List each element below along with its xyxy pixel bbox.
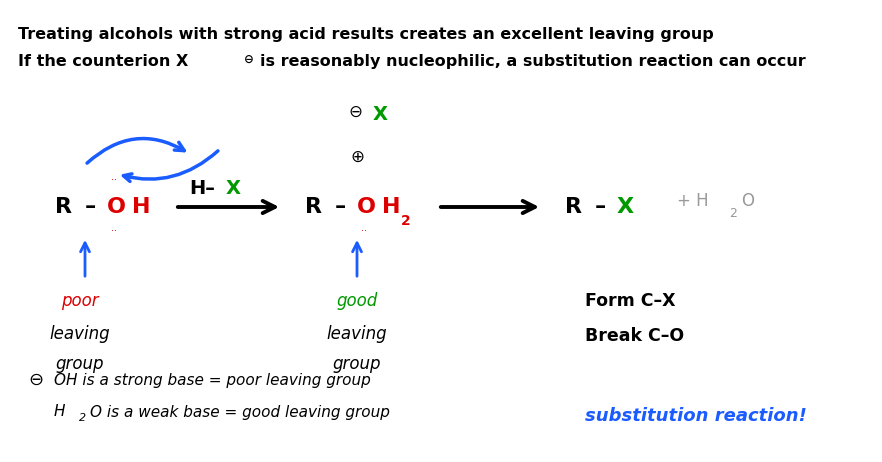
Text: –: – <box>595 197 606 217</box>
Text: group: group <box>56 355 104 373</box>
Text: If the counterion X: If the counterion X <box>18 54 189 69</box>
Text: ··: ·· <box>111 175 117 185</box>
Text: good: good <box>336 292 377 310</box>
Text: is reasonably nucleophilic, a substitution reaction can occur: is reasonably nucleophilic, a substituti… <box>260 54 806 69</box>
Text: leaving: leaving <box>326 325 387 343</box>
Text: O: O <box>107 197 126 217</box>
Text: ⊖: ⊖ <box>244 53 254 66</box>
Text: H–: H– <box>189 180 215 199</box>
Text: substitution reaction!: substitution reaction! <box>585 407 807 425</box>
Text: ⊖: ⊖ <box>348 103 362 121</box>
Text: poor: poor <box>61 292 99 310</box>
Text: X: X <box>226 180 241 199</box>
Text: group: group <box>333 355 381 373</box>
Text: ··: ·· <box>111 226 117 236</box>
Text: –: – <box>85 197 96 217</box>
Text: + H: + H <box>677 192 708 210</box>
Text: R: R <box>565 197 582 217</box>
Text: R: R <box>55 197 72 217</box>
Text: ⊖: ⊖ <box>28 371 43 389</box>
Text: 2: 2 <box>79 413 86 423</box>
Text: 2: 2 <box>729 207 736 219</box>
Text: Break C–O: Break C–O <box>585 327 684 345</box>
Text: O: O <box>741 192 754 210</box>
Text: R: R <box>305 197 322 217</box>
Text: ··: ·· <box>362 226 368 236</box>
Text: H: H <box>132 197 151 217</box>
Text: 2: 2 <box>401 214 411 228</box>
Text: H: H <box>54 405 65 419</box>
Text: leaving: leaving <box>49 325 110 343</box>
Text: X: X <box>372 104 387 123</box>
Text: O: O <box>357 197 376 217</box>
Text: –: – <box>335 197 347 217</box>
Text: O is a weak base = good leaving group: O is a weak base = good leaving group <box>90 405 390 419</box>
Text: ⊕: ⊕ <box>350 148 364 166</box>
Text: OH is a strong base = poor leaving group: OH is a strong base = poor leaving group <box>54 372 370 388</box>
Text: X: X <box>617 197 634 217</box>
Text: Form C–X: Form C–X <box>585 292 676 310</box>
Text: H: H <box>382 197 400 217</box>
Text: Treating alcohols with strong acid results creates an excellent leaving group: Treating alcohols with strong acid resul… <box>18 27 714 42</box>
